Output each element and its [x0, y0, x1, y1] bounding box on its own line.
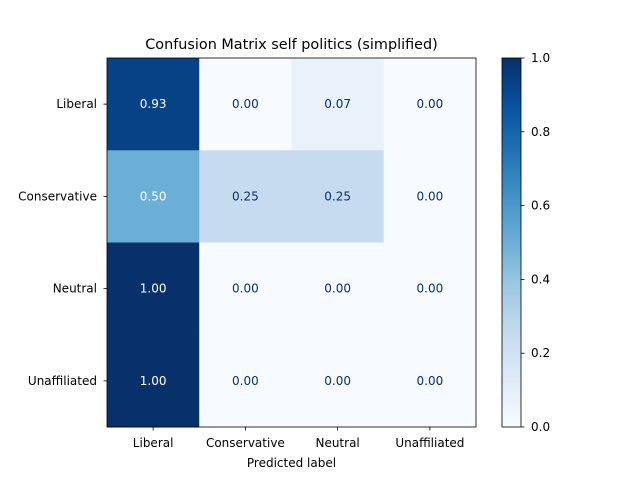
colorbar-tick-label: 0.6 — [531, 199, 550, 213]
heatmap-cell — [199, 242, 292, 336]
colorbar — [501, 57, 522, 428]
x-tick-label: Liberal — [133, 436, 174, 450]
heatmap-cell — [383, 58, 477, 151]
colorbar-ticks: 0.0 0.2 0.4 0.6 0.8 1.0 — [521, 51, 550, 434]
x-tick-label: Neutral — [315, 436, 359, 450]
heatmap-cell — [199, 334, 292, 428]
colorbar-tick-label: 0.8 — [531, 125, 550, 139]
y-axis-ticks: Liberal Conservative Neutral Unaffiliated — [18, 97, 107, 388]
cell-value-label: 0.07 — [324, 97, 351, 111]
heatmap-cell — [107, 58, 200, 151]
cell-value-label: 0.00 — [417, 189, 444, 203]
y-tick-label: Conservative — [18, 189, 97, 203]
heatmap-cell-labels: 0.93 0.00 0.07 0.00 0.50 0.25 0.25 0.00 1.00 0.00… — [140, 97, 443, 388]
y-tick-label: Unaffiliated — [28, 374, 97, 388]
heatmap-cell — [199, 58, 292, 151]
x-axis-ticks: Liberal Conservative Neutral Unaffiliated — [133, 427, 464, 450]
cell-value-label: 0.25 — [324, 189, 351, 203]
heatmap-cell — [383, 150, 477, 243]
colorbar-tick-label: 0.2 — [531, 346, 550, 360]
heatmap-cell — [383, 334, 477, 428]
cell-value-label: 1.00 — [140, 282, 167, 296]
y-tick-label: Neutral — [53, 282, 97, 296]
cell-value-label: 0.00 — [417, 97, 444, 111]
heatmap-cell — [291, 58, 385, 151]
colorbar-tick-label: 0.0 — [531, 420, 550, 434]
heatmap-cell — [107, 150, 200, 243]
heatmap-cell — [383, 242, 477, 336]
heatmap-cell — [199, 150, 292, 243]
heatmap-cell — [107, 242, 200, 336]
x-tick-label: Conservative — [206, 436, 285, 450]
x-tick-label: Unaffiliated — [395, 436, 464, 450]
heatmap-cell — [291, 150, 385, 243]
heatmap-cell — [291, 334, 385, 428]
cell-value-label: 0.00 — [232, 282, 259, 296]
cell-value-label: 0.00 — [232, 374, 259, 388]
heatmap-cells — [107, 58, 477, 428]
cell-value-label: 0.00 — [232, 97, 259, 111]
y-tick-label: Liberal — [56, 97, 97, 111]
heatmap-cell — [291, 242, 385, 336]
cell-value-label: 0.50 — [140, 189, 167, 203]
cell-value-label: 0.00 — [324, 374, 351, 388]
cell-value-label: 0.00 — [324, 282, 351, 296]
colorbar-tick-label: 1.0 — [531, 51, 550, 65]
cell-value-label: 1.00 — [140, 374, 167, 388]
cell-value-label: 0.93 — [140, 97, 167, 111]
plot-frame — [106, 57, 477, 428]
x-axis-label: Predicted label — [247, 456, 336, 470]
colorbar-tick-label: 0.4 — [531, 272, 550, 286]
cell-value-label: 0.00 — [417, 282, 444, 296]
chart-title: Confusion Matrix self politics (simplifi… — [145, 37, 438, 53]
heatmap-cell — [107, 334, 200, 428]
cell-value-label: 0.25 — [232, 189, 259, 203]
cell-value-label: 0.00 — [417, 374, 444, 388]
